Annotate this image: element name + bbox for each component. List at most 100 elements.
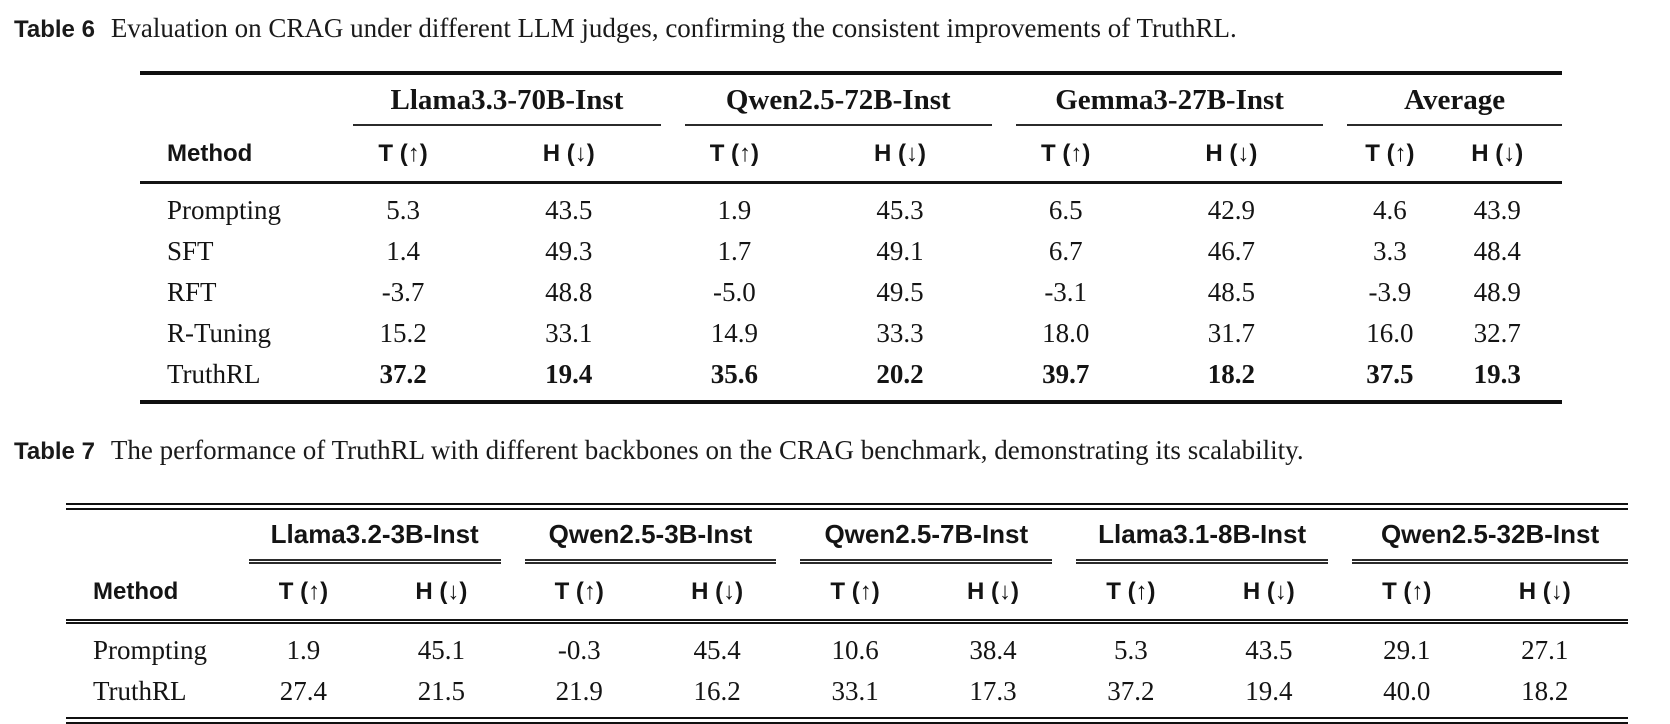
value-cell: 21.5 — [417, 675, 465, 706]
table7-hallucination-header: H (↓) — [1461, 563, 1628, 624]
table7-caption-label: Table 7 — [14, 437, 95, 465]
value-cell: 43.9 — [1473, 194, 1521, 225]
value-cell: 1.4 — [386, 235, 420, 266]
value-cell: -0.3 — [557, 634, 601, 665]
table7-column-header-row: Method T (↑) H (↓) T (↑) H (↓) T (↑) H (… — [66, 563, 1628, 624]
value-cell: 49.1 — [876, 235, 924, 266]
table6-group-average: Average — [1347, 75, 1562, 126]
value-cell: 27.4 — [279, 675, 328, 706]
table7-hallucination-header: H (↓) — [633, 563, 801, 624]
table6-truth-header: T (↑) — [684, 125, 785, 184]
value-cell: 45.3 — [876, 194, 924, 225]
table6-group-llama33-70b: Llama3.3-70B-Inst — [353, 75, 661, 126]
table7-truth-header: T (↑) — [800, 563, 910, 624]
value-cell: 40.0 — [1383, 675, 1431, 706]
value-cell: 43.5 — [545, 194, 593, 225]
value-cell: -5.0 — [713, 276, 756, 307]
table6-group-header-row: Llama3.3-70B-Inst Qwen2.5-72B-Inst Gemma… — [140, 73, 1562, 126]
table7-group-llama32-3b: Llama3.2-3B-Inst — [248, 510, 501, 564]
method-cell: R-Tuning — [167, 317, 272, 348]
method-cell: SFT — [167, 235, 214, 266]
table6-method-header: Method — [140, 125, 354, 184]
table7-truth-header: T (↑) — [248, 563, 359, 624]
value-cell: 37.5 — [1366, 358, 1414, 389]
method-cell: TruthRL — [167, 358, 261, 389]
value-cell: 49.3 — [545, 235, 593, 266]
value-cell: 43.5 — [1245, 634, 1293, 665]
value-cell: 5.3 — [386, 194, 420, 225]
table6-hallucination-header: H (↓) — [1432, 125, 1562, 184]
table6-caption-text: Evaluation on CRAG under different LLM j… — [110, 13, 1237, 43]
table6-hallucination-header: H (↓) — [452, 125, 685, 184]
table7-hallucination-header: H (↓) — [909, 563, 1077, 624]
table6-group-qwen25-72b: Qwen2.5-72B-Inst — [684, 75, 992, 126]
table-row: RFT -3.7 48.8 -5.0 49.5 -3.1 48.5 -3.9 4… — [140, 272, 1562, 313]
table7-group-qwen25-3b: Qwen2.5-3B-Inst — [524, 510, 777, 564]
table7-truth-header: T (↑) — [1076, 563, 1186, 624]
value-cell: 27.1 — [1521, 634, 1569, 665]
value-cell: 4.6 — [1373, 194, 1407, 225]
method-cell: TruthRL — [93, 675, 187, 706]
value-cell: 16.2 — [693, 675, 741, 706]
table-row: Prompting 5.3 43.5 1.9 45.3 6.5 42.9 4.6… — [140, 182, 1562, 231]
value-cell: 6.7 — [1048, 235, 1083, 266]
value-cell: 20.2 — [876, 358, 924, 389]
table7-group-header-row: Llama3.2-3B-Inst Qwen2.5-3B-Inst Qwen2.5… — [66, 506, 1628, 564]
value-cell: 48.4 — [1473, 235, 1521, 266]
value-cell: 48.5 — [1207, 276, 1255, 307]
table7-group-llama31-8b: Llama3.1-8B-Inst — [1076, 510, 1329, 564]
value-cell: -3.1 — [1044, 276, 1088, 307]
table7: Llama3.2-3B-Inst Qwen2.5-3B-Inst Qwen2.5… — [66, 502, 1628, 724]
value-cell: 16.0 — [1366, 317, 1414, 348]
table6-hallucination-header: H (↓) — [784, 125, 1016, 184]
value-cell: 37.2 — [1107, 675, 1155, 706]
method-cell: Prompting — [93, 634, 208, 665]
method-cell: Prompting — [167, 194, 282, 225]
empty-corner-cell — [66, 506, 249, 564]
value-cell: 35.6 — [710, 358, 758, 389]
table7-group-qwen25-7b: Qwen2.5-7B-Inst — [800, 510, 1053, 564]
table7-truth-header: T (↑) — [524, 563, 634, 624]
value-cell: 19.4 — [545, 358, 593, 389]
value-cell: 19.4 — [1245, 675, 1293, 706]
table7-group-qwen25-32b: Qwen2.5-32B-Inst — [1352, 510, 1628, 564]
table7-hallucination-header: H (↓) — [358, 563, 525, 624]
value-cell: 17.3 — [969, 675, 1017, 706]
value-cell: 42.9 — [1207, 194, 1255, 225]
value-cell: 1.7 — [717, 235, 752, 266]
value-cell: 29.1 — [1383, 634, 1431, 665]
table-row-truthrl: TruthRL 37.2 19.4 35.6 20.2 39.7 18.2 37… — [140, 354, 1562, 402]
table-row: Prompting 1.9 45.1 -0.3 45.4 10.6 38.4 5… — [66, 621, 1628, 671]
value-cell: 1.9 — [717, 194, 752, 225]
value-cell: 14.9 — [710, 317, 758, 348]
value-cell: 21.9 — [555, 675, 603, 706]
value-cell: 38.4 — [969, 634, 1017, 665]
value-cell: 45.4 — [693, 634, 741, 665]
value-cell: 3.3 — [1373, 235, 1407, 266]
table7-caption: Table 7 The performance of TruthRL with d… — [0, 404, 1670, 467]
value-cell: 39.7 — [1042, 358, 1090, 389]
value-cell: 48.9 — [1473, 276, 1521, 307]
table6-truth-header: T (↑) — [1015, 125, 1116, 184]
value-cell: -3.7 — [381, 276, 425, 307]
table7-truth-header: T (↑) — [1352, 563, 1462, 624]
value-cell: 33.1 — [545, 317, 593, 348]
table7-caption-text: The performance of TruthRL with differen… — [110, 434, 1304, 465]
table-row: SFT 1.4 49.3 1.7 49.1 6.7 46.7 3.3 48.4 — [140, 231, 1562, 272]
table6-truth-header: T (↑) — [1347, 125, 1433, 184]
value-cell: 33.1 — [831, 675, 879, 706]
value-cell: 18.2 — [1521, 675, 1569, 706]
value-cell: 6.5 — [1048, 194, 1083, 225]
value-cell: 19.3 — [1473, 358, 1521, 389]
value-cell: 18.0 — [1042, 317, 1090, 348]
table-row: R-Tuning 15.2 33.1 14.9 33.3 18.0 31.7 1… — [140, 313, 1562, 354]
value-cell: 33.3 — [876, 317, 924, 348]
value-cell: 48.8 — [545, 276, 593, 307]
table6-truth-header: T (↑) — [353, 125, 453, 184]
value-cell: 1.9 — [286, 634, 321, 665]
value-cell: 32.7 — [1473, 317, 1521, 348]
value-cell: 46.7 — [1207, 235, 1255, 266]
table7-hallucination-header: H (↓) — [1185, 563, 1353, 624]
table6: Llama3.3-70B-Inst Qwen2.5-72B-Inst Gemma… — [140, 70, 1562, 404]
